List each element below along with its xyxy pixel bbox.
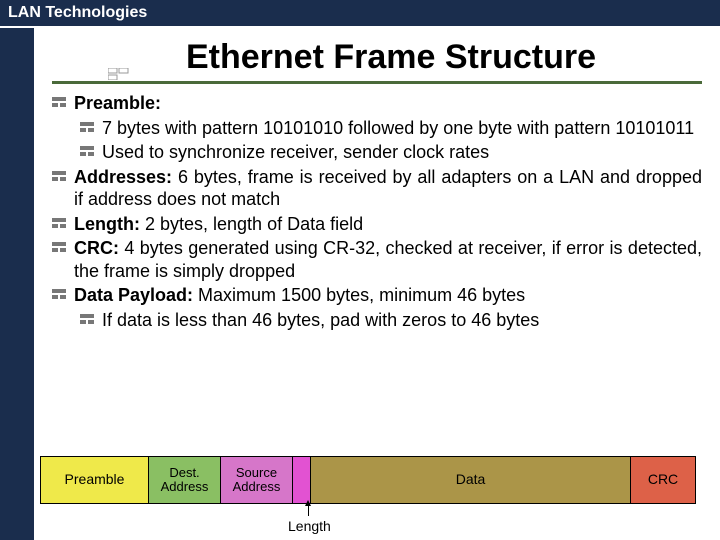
bullet-preamble-sub2: Used to synchronize receiver, sender clo… bbox=[80, 141, 702, 164]
seg-preamble-label: Preamble bbox=[65, 472, 125, 487]
data-sub: If data is less than 46 bytes, pad with … bbox=[102, 310, 539, 330]
bullet-icon bbox=[80, 314, 94, 325]
bullet-icon bbox=[80, 122, 94, 133]
bullet-icon bbox=[52, 289, 66, 300]
seg-crc-label: CRC bbox=[648, 472, 678, 487]
length-arrow-icon bbox=[308, 504, 309, 516]
bullet-crc: CRC: 4 bytes generated using CR-32, chec… bbox=[52, 237, 702, 282]
length-caption: Length bbox=[288, 518, 331, 534]
addresses-label: Addresses: bbox=[74, 167, 172, 187]
seg-preamble: Preamble bbox=[41, 457, 149, 503]
bullet-icon bbox=[52, 242, 66, 253]
length-label: Length: bbox=[74, 214, 140, 234]
seg-data: Data bbox=[311, 457, 631, 503]
seg-dest-address: Dest. Address bbox=[149, 457, 221, 503]
crc-label: CRC: bbox=[74, 238, 119, 258]
length-text: 2 bytes, length of Data field bbox=[140, 214, 363, 234]
seg-src-label: Source Address bbox=[221, 466, 292, 495]
bullet-data: Data Payload: Maximum 1500 bytes, minimu… bbox=[52, 284, 702, 307]
seg-source-address: Source Address bbox=[221, 457, 293, 503]
title-wrap: Ethernet Frame Structure bbox=[52, 38, 702, 77]
seg-data-label: Data bbox=[456, 472, 486, 487]
slide-content: Ethernet Frame Structure Preamble: 7 byt… bbox=[34, 28, 720, 333]
data-text: Maximum 1500 bytes, minimum 46 bytes bbox=[193, 285, 525, 305]
bullet-icon bbox=[52, 171, 66, 182]
bullet-data-sub: If data is less than 46 bytes, pad with … bbox=[80, 309, 702, 332]
bullet-length: Length: 2 bytes, length of Data field bbox=[52, 213, 702, 236]
seg-crc: CRC bbox=[631, 457, 695, 503]
seg-dest-label: Dest. Address bbox=[149, 466, 220, 495]
crc-text: 4 bytes generated using CR-32, checked a… bbox=[74, 238, 702, 281]
bullet-icon bbox=[80, 146, 94, 157]
bullet-addresses: Addresses: 6 bytes, frame is received by… bbox=[52, 166, 702, 211]
header-bar: LAN Technologies bbox=[0, 0, 720, 26]
bullet-icon bbox=[52, 218, 66, 229]
bullet-preamble-sub1: 7 bytes with pattern 10101010 followed b… bbox=[80, 117, 702, 140]
slide-title: Ethernet Frame Structure bbox=[158, 38, 596, 77]
header-category: LAN Technologies bbox=[8, 4, 147, 21]
title-bullet-icon bbox=[108, 68, 130, 80]
preamble-line1: 7 bytes with pattern 10101010 followed b… bbox=[102, 118, 694, 138]
bullet-preamble: Preamble: bbox=[52, 92, 702, 115]
title-underline bbox=[52, 81, 702, 84]
seg-length bbox=[293, 457, 311, 503]
preamble-label: Preamble: bbox=[74, 93, 161, 113]
frame-diagram: Preamble Dest. Address Source Address Da… bbox=[40, 456, 696, 504]
body-text: Preamble: 7 bytes with pattern 10101010 … bbox=[52, 92, 702, 331]
bullet-icon bbox=[52, 97, 66, 108]
preamble-line2: Used to synchronize receiver, sender clo… bbox=[102, 142, 489, 162]
data-label: Data Payload: bbox=[74, 285, 193, 305]
left-sidebar bbox=[0, 28, 34, 540]
